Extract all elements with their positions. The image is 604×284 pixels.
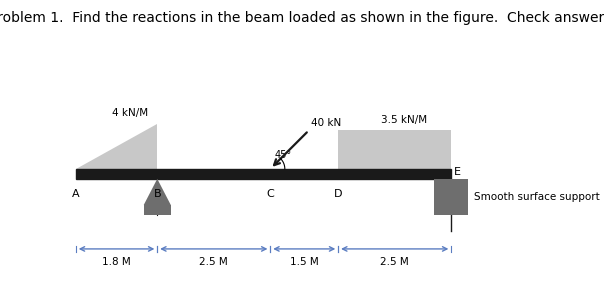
- Text: Problem 1.  Find the reactions in the beam loaded as shown in the figure.  Check: Problem 1. Find the reactions in the bea…: [0, 11, 604, 25]
- Text: 3.5 kN/M: 3.5 kN/M: [381, 115, 427, 125]
- Bar: [338, 130, 451, 169]
- Text: 1.8 M: 1.8 M: [102, 257, 131, 267]
- Text: 2.5 M: 2.5 M: [199, 257, 228, 267]
- Text: A: A: [72, 189, 80, 199]
- Polygon shape: [144, 179, 171, 205]
- Text: E: E: [454, 166, 460, 177]
- Text: Smooth surface support: Smooth surface support: [474, 192, 599, 202]
- Text: 4 kN/M: 4 kN/M: [112, 108, 148, 118]
- Text: 1.5 M: 1.5 M: [290, 257, 319, 267]
- Bar: [434, 179, 468, 215]
- Bar: [76, 169, 451, 179]
- Bar: [144, 205, 171, 215]
- Text: 45°: 45°: [275, 150, 292, 160]
- Text: B: B: [153, 189, 161, 199]
- Polygon shape: [76, 124, 157, 169]
- Text: 2.5 M: 2.5 M: [381, 257, 409, 267]
- Text: 40 kN: 40 kN: [311, 118, 341, 128]
- Text: D: D: [334, 189, 342, 199]
- Text: C: C: [266, 189, 274, 199]
